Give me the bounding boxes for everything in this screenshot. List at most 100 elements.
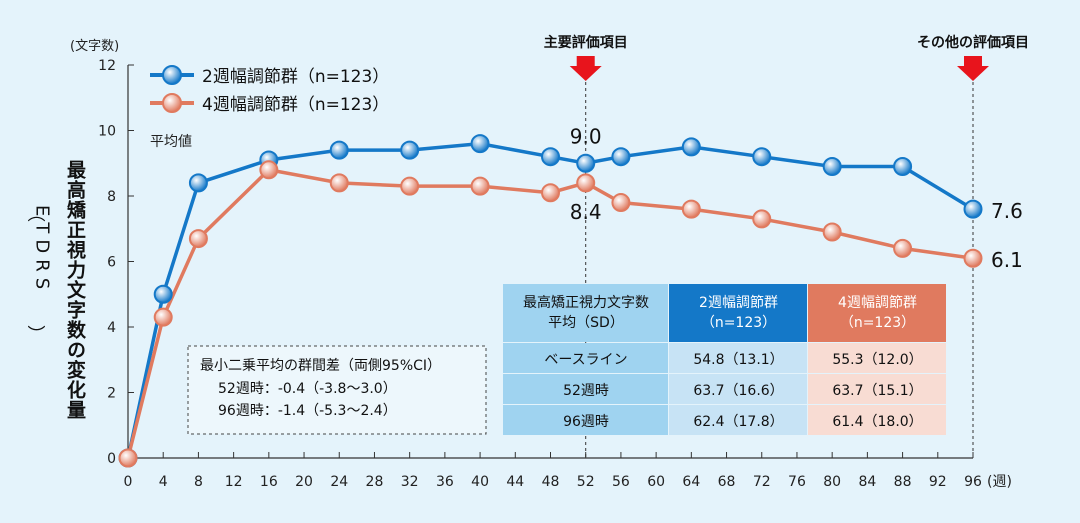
table-header-text: 2週幅調節群 [699,294,778,311]
x-tick-label: 8 [194,474,203,490]
table-header-text: （n=123） [701,315,776,331]
data-point [470,134,490,154]
table-cell-text: 61.4（18.0） [832,414,922,430]
legend-marker [162,93,182,113]
stats-box [187,345,487,435]
data-point [681,137,701,157]
data-point [118,448,138,468]
legend-label: 2週幅調節群（n=123） [202,67,389,87]
data-value-label: 9.0 [570,124,602,148]
table-header-cell [808,284,946,342]
x-tick-label: 44 [506,474,524,490]
x-tick-label: 24 [330,474,348,490]
data-point [963,248,983,268]
table-cell-text: 96週時 [563,414,609,430]
x-tick-label: 76 [788,474,806,490]
stats-box-line: 52週時：-0.4（-3.8～3.0） [218,381,397,397]
y-tick-label: 10 [98,124,116,140]
data-point [188,229,208,249]
table-header-text: 4週幅調節群 [838,294,917,311]
data-point [963,199,983,219]
data-value-label: 6.1 [991,248,1023,272]
table-cell-text: 62.4（17.8） [693,414,783,430]
x-tick-label: 36 [436,474,454,490]
data-value-label: 8.4 [570,200,602,224]
data-point [752,147,772,167]
data-point [576,153,596,173]
data-point [681,199,701,219]
x-tick-label: 12 [225,474,243,490]
table-cell [503,374,668,404]
table-cell [669,343,807,373]
x-tick-label: 48 [542,474,560,490]
table-header-cell [669,284,807,342]
table-cell [669,405,807,435]
x-tick-label: 84 [858,474,876,490]
down-arrow-icon [957,56,989,81]
legend-marker [162,65,182,85]
data-point [400,140,420,160]
table-cell [808,374,946,404]
data-point [329,173,349,193]
y-axis-title-paren: ETDRS [32,205,53,295]
y-axis-title-paren-open: （ [25,204,46,222]
table-header-text: 最高矯正視力文字数 [523,294,649,311]
table-cell-text: 63.7（16.6） [693,383,783,399]
x-tick-label: 68 [718,474,736,490]
x-tick-label: 32 [401,474,419,490]
data-point [893,238,913,258]
x-tick-label: 40 [471,474,489,490]
x-tick-label: 52 [577,474,595,490]
down-arrow-icon [569,56,602,81]
x-tick-label: 64 [682,474,700,490]
x-tick-label: 4 [159,474,168,490]
data-point [259,160,279,180]
y-axis-unit: (文字数) [70,39,119,54]
data-point [470,176,490,196]
x-tick-label: 80 [823,474,841,490]
table-cell [503,405,668,435]
data-point [822,222,842,242]
table-cell [808,405,946,435]
x-tick-label: 60 [647,474,665,490]
data-point [541,147,560,167]
table-cell-text: 63.7（15.1） [832,383,922,399]
y-tick-label: 2 [107,386,116,402]
table-header-text: （n=123） [840,315,915,331]
x-tick-label: 20 [295,474,313,490]
x-tick-label: 16 [260,474,278,490]
data-point [893,157,913,177]
y-tick-label: 6 [107,255,116,271]
y-tick-label: 0 [107,451,116,467]
stats-box-title: 最小二乗平均の群間差（両側95%CI） [200,358,441,374]
x-tick-label: 28 [366,474,384,490]
data-point [822,157,842,177]
data-point [611,147,631,167]
x-axis-unit: (週) [987,474,1012,490]
table-cell [669,374,807,404]
data-point [329,140,349,160]
y-axis-title: 最高矯正視力文字数の変化量 [64,160,87,420]
data-point [611,193,631,213]
table-cell-text: 54.8（13.1） [693,352,783,368]
table-cell-text: 52週時 [563,383,609,399]
y-tick-label: 12 [98,58,116,74]
x-tick-label: 92 [929,474,947,490]
data-point [153,307,173,327]
evaluation-label: その他の評価項目 [917,34,1029,51]
stats-box-line: 96週時：-1.4（-5.3～2.4） [218,403,397,419]
x-tick-label: 96 [964,474,982,490]
x-tick-label: 72 [753,474,771,490]
y-axis-title-paren-close: ） [25,325,46,343]
evaluation-label: 主要評価項目 [544,34,628,51]
x-tick-label: 56 [612,474,630,490]
table-cell-text: 55.3（12.0） [832,352,922,368]
data-point [752,209,772,229]
data-point [541,183,560,203]
table-cell [503,343,668,373]
table-header-cell [503,284,668,342]
y-tick-label: 8 [107,189,116,205]
legend-label: 4週幅調節群（n=123） [202,95,389,115]
